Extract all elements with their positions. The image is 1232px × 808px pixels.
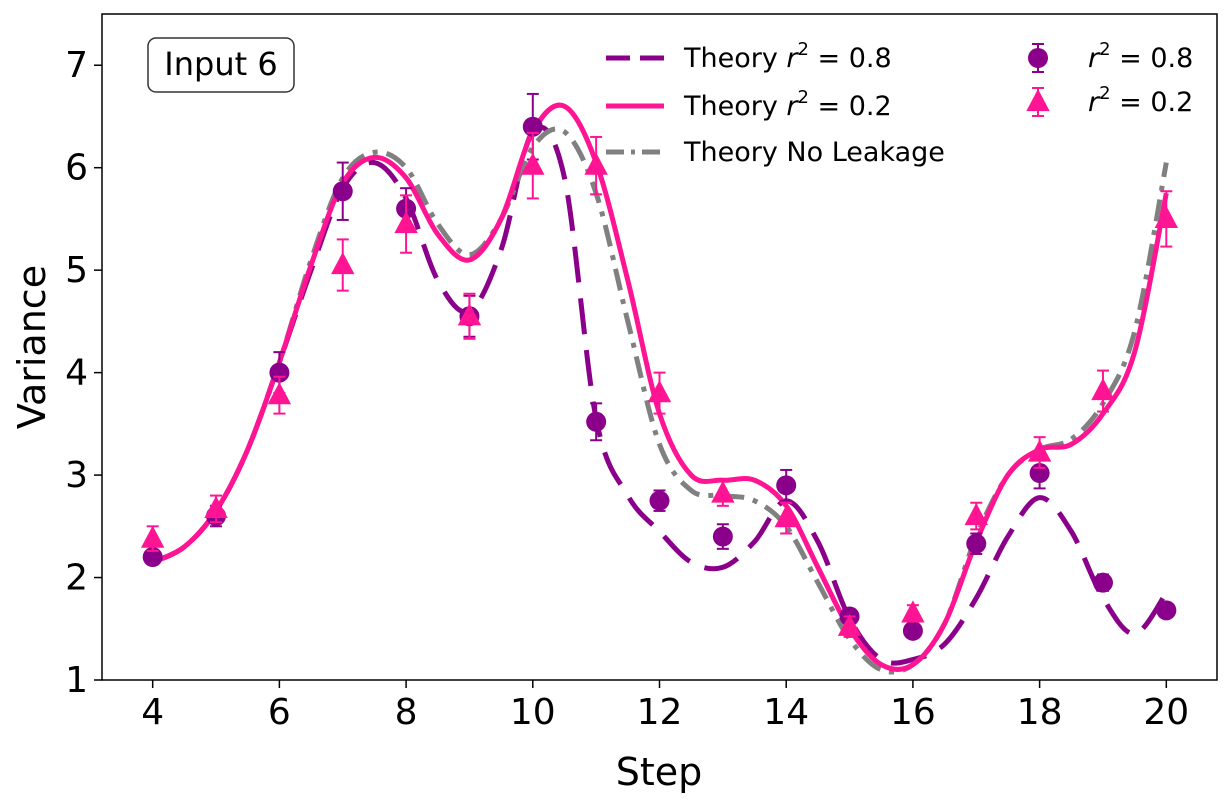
x-tick-label: 18 [1017, 692, 1063, 733]
x-tick-label: 4 [141, 692, 164, 733]
y-axis-label: Variance [10, 265, 54, 429]
legend-label: Theory r2 = 0.2 [683, 87, 892, 122]
data-point-r2-0-8 [649, 490, 670, 511]
series-line-r2-0-2 [151, 102, 1169, 672]
data-point-r2-0-8 [586, 411, 607, 432]
series-layer [140, 92, 1179, 675]
data-point-r2-0-8 [902, 620, 923, 641]
y-tick-label: 4 [65, 353, 88, 394]
data-point-r2-0-2 [647, 380, 672, 403]
annotation-box: Input 6 [147, 37, 295, 93]
data-point-r2-0-2 [521, 152, 545, 175]
y-tick-label: 5 [65, 250, 88, 291]
series-line-r2-0-8 [151, 124, 1169, 666]
data-point-r2-0-8 [1092, 572, 1113, 593]
data-point-r2-0-2 [584, 152, 608, 175]
legend-label: Theory r2 = 0.8 [683, 39, 892, 74]
data-point-r2-0-8 [966, 533, 987, 554]
legend-swatch-marker [1028, 48, 1048, 68]
x-tick-label: 20 [1143, 692, 1189, 733]
data-point-r2-0-2 [901, 600, 925, 623]
y-tick-label: 2 [65, 558, 88, 599]
annotation-frame [147, 37, 295, 93]
legend: Theory r2 = 0.8 Theory r2 = 0.2 Theory No … [606, 39, 1193, 168]
data-point-r2-0-2 [394, 211, 418, 234]
data-point-r2-0-2 [457, 303, 482, 326]
data-point-r2-0-2 [774, 505, 798, 528]
x-tick-label: 12 [637, 692, 683, 733]
y-tick-label: 3 [65, 455, 88, 496]
y-tick-label: 6 [65, 148, 88, 189]
data-point-r2-0-8 [522, 116, 543, 137]
legend-label: r2 = 0.2 [1088, 83, 1193, 118]
data-point-r2-0-2 [1154, 205, 1179, 229]
x-tick-label: 16 [890, 692, 936, 733]
data-point-r2-0-2 [331, 252, 355, 275]
data-point-r2-0-8 [1156, 600, 1177, 621]
data-point-r2-0-8 [332, 181, 353, 202]
data-point-r2-0-2 [204, 495, 228, 518]
x-tick-label: 10 [510, 692, 556, 733]
data-point-r2-0-8 [142, 547, 163, 568]
x-tick-label: 14 [763, 692, 809, 733]
data-point-r2-0-2 [1027, 439, 1052, 462]
x-tick-label: 8 [395, 692, 418, 733]
data-point-r2-0-2 [964, 503, 988, 526]
legend-label: r2 = 0.8 [1088, 39, 1193, 74]
y-tick-label: 7 [65, 45, 88, 86]
data-point-r2-0-2 [837, 613, 862, 636]
data-point-r2-0-2 [711, 480, 735, 503]
data-point-r2-0-2 [1091, 378, 1115, 401]
data-point-r2-0-2 [267, 382, 292, 405]
x-axis-label: Step [616, 750, 703, 794]
data-point-r2-0-8 [776, 475, 797, 496]
data-point-r2-0-2 [140, 525, 165, 548]
annotation-text: Input 6 [164, 45, 277, 83]
data-point-r2-0-8 [712, 526, 733, 547]
legend-label: Theory No Leakage [683, 137, 945, 168]
x-tick-label: 6 [268, 692, 291, 733]
plot-frame [101, 13, 1218, 681]
y-tick-label: 1 [65, 660, 88, 701]
legend-swatch-marker [1026, 89, 1050, 112]
